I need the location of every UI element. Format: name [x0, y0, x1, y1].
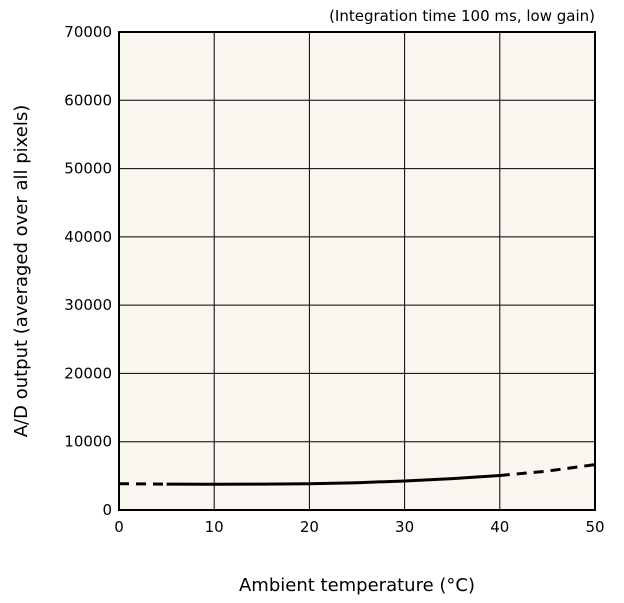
x-tick-label: 30	[395, 518, 414, 536]
x-tick-label: 20	[300, 518, 319, 536]
y-axis-label: A/D output (averaged over all pixels)	[11, 105, 32, 438]
y-tick-label: 60000	[64, 91, 112, 109]
y-tick-label: 70000	[64, 23, 112, 41]
chart-annotation: (Integration time 100 ms, low gain)	[329, 7, 595, 25]
x-axis-label: Ambient temperature (°C)	[239, 575, 475, 596]
y-tick-label: 40000	[64, 228, 112, 246]
y-tick-label: 50000	[64, 160, 112, 178]
plot-frame	[118, 31, 596, 511]
x-tick-label: 10	[205, 518, 224, 536]
y-tick-label: 20000	[64, 364, 112, 382]
series-line-solid	[166, 474, 500, 486]
plot-background	[119, 32, 595, 510]
y-tick-label: 30000	[64, 296, 112, 314]
x-tick-label: 40	[490, 518, 509, 536]
series-lines	[118, 463, 596, 486]
x-axis-ticks: 0 10 20 30 40 50	[114, 518, 604, 536]
y-axis-ticks: 0 10000 20000 30000 40000 50000 60000 70000	[64, 23, 112, 519]
gridlines	[119, 32, 595, 510]
x-tick-label: 0	[114, 518, 124, 536]
y-tick-label: 0	[102, 501, 112, 519]
x-tick-label: 50	[585, 518, 604, 536]
y-tick-label: 10000	[64, 433, 112, 451]
